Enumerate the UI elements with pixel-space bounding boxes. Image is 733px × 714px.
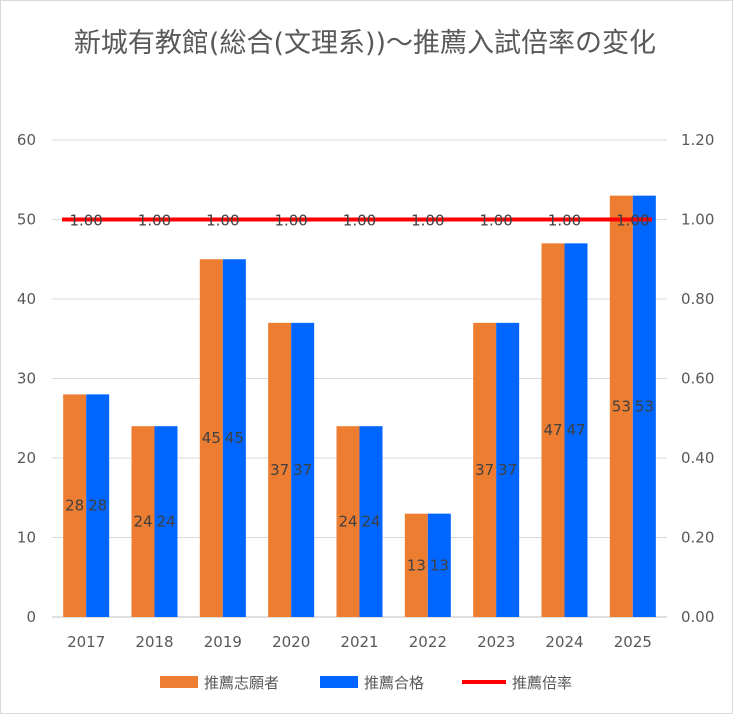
ratio-data-label: 1.00	[69, 212, 102, 230]
chart-title: 新城有教館(総合(文理系))〜推薦入試倍率の変化	[73, 28, 657, 59]
bar-applicants	[336, 426, 360, 617]
bar-data-label: 47	[543, 421, 562, 439]
ratio-data-label: 1.00	[616, 212, 649, 230]
bar-data-label: 37	[270, 461, 289, 479]
bar-data-label: 53	[612, 397, 631, 415]
bar-applicants	[268, 322, 292, 617]
bar-data-label: 24	[133, 513, 152, 531]
bar-accepted	[154, 426, 178, 617]
ratio-data-label: 1.00	[274, 212, 307, 230]
y-right-tick-label: 0.20	[681, 529, 714, 547]
bar-data-label: 47	[566, 421, 585, 439]
y-left-tick-label: 20	[17, 449, 36, 467]
x-tick-label: 2019	[204, 633, 242, 651]
bar-data-label: 45	[225, 429, 244, 447]
bar-data-label: 13	[407, 556, 426, 574]
ratio-data-label: 1.00	[479, 212, 512, 230]
bar-data-label: 37	[498, 461, 517, 479]
bar-data-label: 37	[475, 461, 494, 479]
y-right-tick-label: 0.80	[681, 290, 714, 308]
bar-applicants	[541, 243, 565, 617]
bar-accepted	[291, 322, 315, 617]
y-left-tick-label: 50	[17, 211, 36, 229]
y-right-tick-label: 1.00	[681, 211, 714, 229]
x-tick-label: 2018	[135, 633, 173, 651]
bar-data-label: 13	[430, 556, 449, 574]
y-right-tick-label: 0.40	[681, 449, 714, 467]
bar-data-label: 28	[88, 497, 107, 515]
legend-swatch	[320, 676, 358, 688]
bar-data-label: 28	[65, 497, 84, 515]
legend-label: 推薦倍率	[512, 674, 572, 692]
y-left-tick-label: 30	[17, 370, 36, 388]
bar-accepted	[564, 243, 588, 617]
legend-label: 推薦志願者	[204, 674, 279, 692]
bar-accepted	[496, 322, 520, 617]
y-right-tick-label: 1.20	[681, 131, 714, 149]
x-tick-label: 2021	[340, 633, 378, 651]
ratio-data-label: 1.00	[138, 212, 171, 230]
ratio-data-label: 1.00	[411, 212, 444, 230]
x-tick-label: 2024	[545, 633, 583, 651]
x-tick-label: 2023	[477, 633, 515, 651]
ratio-data-label: 1.00	[206, 212, 239, 230]
bar-accepted	[222, 259, 246, 617]
bar-applicants	[609, 195, 633, 617]
bar-accepted	[632, 195, 656, 617]
ratio-data-label: 1.00	[548, 212, 581, 230]
bar-data-label: 24	[338, 513, 357, 531]
bar-accepted	[86, 394, 110, 617]
x-tick-label: 2022	[409, 633, 447, 651]
bar-data-label: 37	[293, 461, 312, 479]
bar-applicants	[473, 322, 497, 617]
bar-applicants	[131, 426, 155, 617]
bar-applicants	[404, 513, 428, 617]
x-tick-label: 2017	[67, 633, 105, 651]
legend-swatch	[160, 676, 198, 688]
bar-data-label: 24	[361, 513, 380, 531]
bar-data-label: 53	[635, 397, 654, 415]
ratio-data-label: 1.00	[343, 212, 376, 230]
legend-label: 推薦合格	[364, 674, 424, 692]
y-left-tick-label: 10	[17, 529, 36, 547]
y-right-tick-label: 0.00	[681, 608, 714, 626]
bar-data-label: 45	[202, 429, 221, 447]
x-tick-label: 2025	[614, 633, 652, 651]
y-left-tick-label: 40	[17, 290, 36, 308]
y-left-tick-label: 60	[17, 131, 36, 149]
y-left-tick-label: 0	[26, 608, 36, 626]
bar-accepted	[359, 426, 383, 617]
bar-data-label: 24	[156, 513, 175, 531]
x-tick-label: 2020	[272, 633, 310, 651]
y-right-tick-label: 0.60	[681, 370, 714, 388]
bar-applicants	[199, 259, 223, 617]
bar-applicants	[63, 394, 87, 617]
bar-accepted	[427, 513, 451, 617]
